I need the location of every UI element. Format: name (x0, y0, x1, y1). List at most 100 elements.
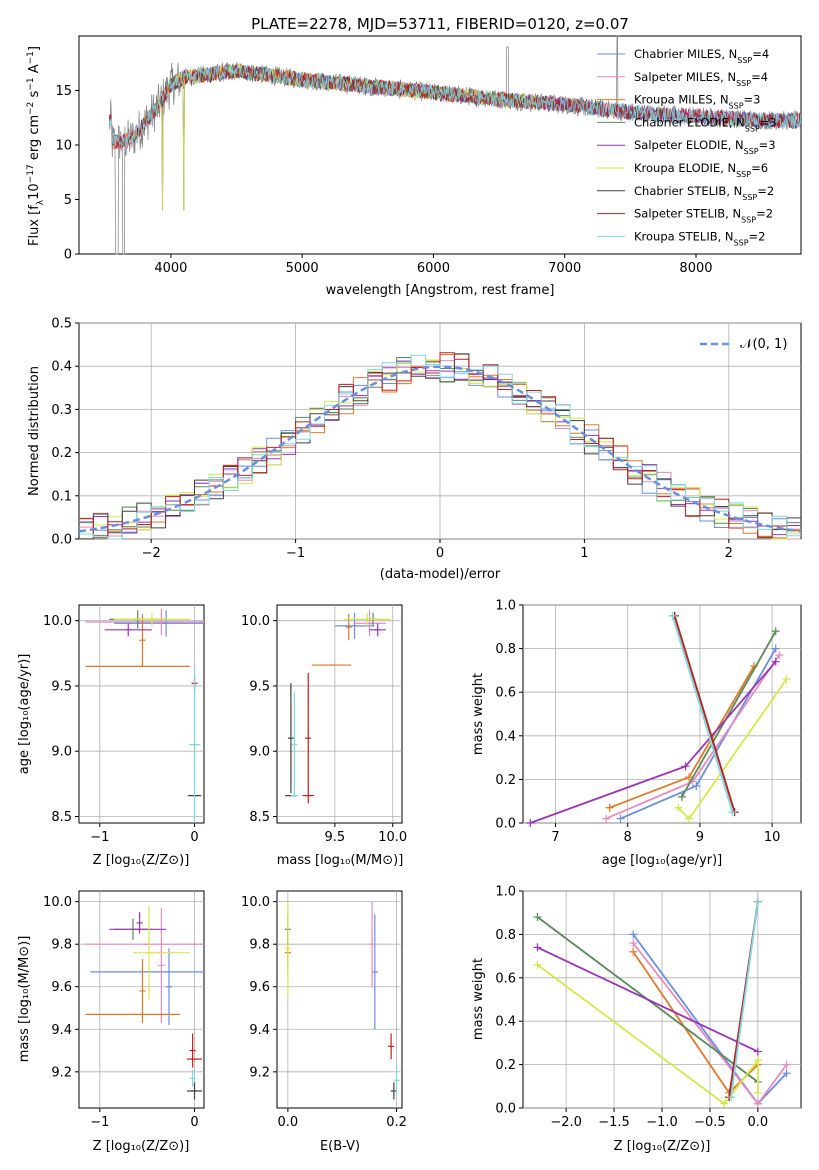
x-tick-label: −0.5 (694, 1115, 726, 1130)
histogram-kroupa-stelib (79, 354, 801, 540)
residual-histograms (78, 322, 802, 540)
series-marker (685, 814, 694, 823)
x-tick-label: 9.5 (325, 830, 346, 845)
y-tick-label: 9.0 (249, 745, 270, 760)
age-z-axes: −1 0 8.5 9.0 9.5 10.0 (43, 614, 199, 845)
y-tick-label: 9.0 (51, 745, 72, 760)
weight-z-xlabel: Z [log₁₀(Z/Z⊙)] (614, 1139, 711, 1154)
y-tick-label: 5 (64, 193, 72, 208)
spectrum-legend: Chabrier MILES, NSSP=4 Salpeter MILES, NS… (597, 47, 777, 247)
legend-label: Chabrier ELODIE, NSSP=3 (634, 115, 777, 132)
spectrum-lines (108, 35, 802, 255)
legend-label: Kroupa STELIB, NSSP=2 (634, 229, 765, 247)
age-z-frame (78, 604, 205, 824)
y-tick-label: 0.0 (51, 533, 72, 548)
y-tick-label: 9.6 (51, 980, 72, 995)
x-tick-label: 8000 (679, 261, 712, 276)
series-marker (728, 808, 737, 817)
residual-panel: −2 −1 0 1 2 0.0 0.1 0.2 0.3 0.4 0.5 (data-model)/e… (27, 317, 802, 582)
residual-legend: 𝒩(0, 1) (700, 337, 787, 352)
series-marker (782, 1069, 791, 1078)
mass-z-axes: −1 0 9.2 9.4 9.6 9.8 10.0 (43, 895, 199, 1130)
age-z-ylabel: age [log₁₀(age/yr)] (17, 654, 32, 775)
mass-z-panel: −1 0 9.2 9.4 9.6 9.8 10.0 Z [log₁₀(Z/Z⊙)] mass… (17, 890, 205, 1154)
legend-label: Chabrier MILES, NSSP=4 (634, 47, 769, 65)
x-tick-label: 6000 (417, 261, 450, 276)
series-marker (753, 1099, 762, 1108)
series-marker (782, 675, 791, 684)
series-marker (629, 947, 638, 956)
y-tick-label: 0.6 (495, 686, 516, 701)
series-marker (526, 819, 535, 827)
y-tick-label: 8.5 (51, 810, 72, 825)
mass-ebv-panel: 0.0 0.2 9.2 9.4 9.6 9.8 10.0 E(B-V) (241, 890, 407, 1154)
y-tick-label: 0.0 (495, 817, 516, 832)
x-tick-label: 0.2 (386, 1115, 407, 1130)
age-mass-axes: 9.5 10.0 8.5 9.0 9.5 10.0 (241, 614, 407, 845)
residual-ylabel: Normed distribution (27, 366, 42, 496)
spectrum-panel: 4000 5000 6000 7000 8000 0 5 10 15 wavelength [A… (26, 35, 802, 298)
x-tick-label: 5000 (286, 261, 319, 276)
series-line-chabrier-elodie (681, 630, 777, 798)
series-marker (692, 781, 701, 790)
age-z-xlabel: Z [log₁₀(Z/Z⊙)] (93, 853, 190, 868)
model-spectrum-kroupa-stelib (109, 64, 802, 147)
series-marker (602, 814, 611, 823)
y-tick-label: 0.5 (51, 317, 72, 332)
mass-z-points (79, 891, 204, 1108)
y-tick-label: 0.8 (495, 928, 516, 943)
y-tick-label: 0.4 (495, 1015, 516, 1030)
y-tick-label: 9.4 (249, 1023, 270, 1038)
age-z-points (79, 605, 204, 823)
series-marker (616, 814, 625, 823)
y-tick-label: 0.2 (495, 773, 516, 788)
x-tick-label: 0.0 (748, 1115, 769, 1130)
y-tick-label: 0.4 (495, 729, 516, 744)
age-mass-xlabel: mass [log₁₀(M/M⊙)] (277, 853, 404, 868)
series-marker (771, 657, 780, 666)
y-tick-label: 9.4 (51, 1023, 72, 1038)
gaussian-curve (78, 365, 802, 533)
x-tick-label: −1 (286, 546, 305, 561)
x-tick-label: −1.0 (646, 1115, 678, 1130)
y-tick-label: 0 (64, 248, 72, 263)
series-marker (775, 651, 784, 660)
x-tick-label: −2.0 (550, 1115, 582, 1130)
y-tick-label: 1.0 (495, 599, 516, 614)
age-mass-panel: 9.5 10.0 8.5 9.0 9.5 10.0 mass [log₁₀(M/M⊙)] (241, 604, 407, 868)
residual-xlabel: (data-model)/error (380, 567, 501, 582)
series-marker (674, 803, 683, 812)
age-z-panel: −1 0 8.5 9.0 9.5 10.0 Z [log₁₀(Z/Z⊙)] age [lo… (17, 604, 205, 868)
x-tick-label: 0 (190, 1115, 198, 1130)
series-marker (685, 773, 694, 782)
x-tick-label: 0 (190, 830, 198, 845)
x-tick-label: 10 (764, 830, 781, 845)
y-tick-label: 10 (55, 139, 72, 154)
y-tick-label: 0.4 (51, 360, 72, 375)
legend-label: Salpeter STELIB, NSSP=2 (634, 207, 773, 225)
series-marker (753, 1047, 762, 1056)
spectrum-xlabel: wavelength [Angstrom, rest frame] (326, 283, 555, 298)
series-marker (782, 1060, 791, 1069)
series-marker (668, 611, 677, 620)
y-tick-label: 0.6 (495, 971, 516, 986)
x-tick-label: −2 (142, 546, 161, 561)
legend-label: Salpeter MILES, NSSP=4 (634, 70, 768, 88)
y-tick-label: 15 (55, 84, 72, 99)
x-tick-label: 1 (580, 546, 588, 561)
y-tick-label: 0.3 (51, 403, 72, 418)
legend-label: Kroupa MILES, NSSP=3 (634, 93, 760, 111)
x-tick-label: 7 (551, 830, 559, 845)
series-marker (753, 1056, 762, 1065)
gauss-legend-label: 𝒩(0, 1) (740, 337, 787, 352)
weight-z-ylabel: mass weight (471, 958, 486, 1040)
y-tick-label: 10.0 (241, 614, 270, 629)
mass-z-ylabel: mass [log₁₀(M/M⊙)] (17, 936, 32, 1063)
mass-ebv-points (277, 891, 402, 1108)
x-tick-label: 0 (436, 546, 444, 561)
spectrum-axes: 4000 5000 6000 7000 8000 0 5 10 15 (55, 84, 712, 276)
mass-z-frame (78, 890, 205, 1109)
histogram-salpeter-stelib (79, 352, 801, 539)
y-tick-label: 0.1 (51, 489, 72, 504)
series-marker (720, 1099, 729, 1108)
